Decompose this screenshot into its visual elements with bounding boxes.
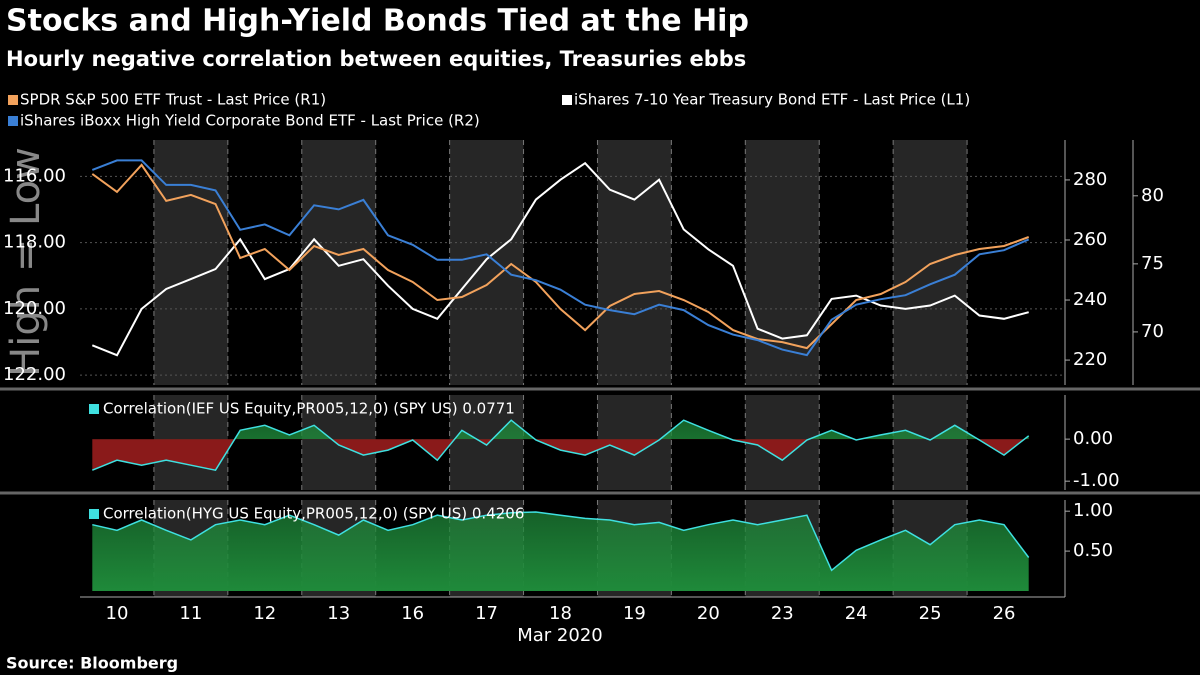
data-line: [91, 161, 1029, 357]
x-tick-label: 10: [106, 603, 129, 624]
panel-label: Correlation(IEF US Equity,PR005,12,0) (S…: [103, 400, 515, 418]
legend-label: iShares 7-10 Year Treasury Bond ETF - La…: [574, 91, 970, 109]
panel-label: Correlation(HYG US Equity,PR005,12,0) (S…: [103, 505, 524, 523]
y-tick-label: 240: [1073, 289, 1107, 310]
chart-title: Stocks and High-Yield Bonds Tied at the …: [6, 4, 749, 39]
legend-swatch: [8, 116, 18, 126]
x-tick-label: 11: [179, 603, 202, 624]
y-tick-label: 118.00: [3, 232, 66, 253]
y-tick-label: 220: [1073, 349, 1107, 370]
day-shade: [153, 140, 228, 385]
legend-swatch: [89, 404, 99, 414]
data-line: [92, 419, 1030, 472]
day-shade: [301, 140, 376, 385]
y-tick-label: 260: [1073, 229, 1107, 250]
y-tick-label: 280: [1073, 169, 1107, 190]
y-tick-label: 1.00: [1073, 500, 1113, 521]
legend-label: iShares iBoxx High Yield Corporate Bond …: [20, 112, 480, 130]
y-tick-label: -1.00: [1073, 470, 1120, 491]
day-shade: [893, 395, 968, 490]
data-line: [91, 159, 1030, 357]
x-tick-label: 16: [401, 603, 424, 624]
day-shade: [449, 140, 524, 385]
x-tick-label: 26: [993, 603, 1016, 624]
y-tick-label: 75: [1141, 253, 1164, 274]
x-tick-label: 18: [549, 603, 572, 624]
day-shade: [745, 140, 820, 385]
y-tick-label: 0.50: [1073, 540, 1113, 561]
y-tick-label: 122.00: [3, 364, 66, 385]
x-tick-label: 23: [771, 603, 794, 624]
source: Source: Bloomberg: [6, 654, 178, 673]
x-tick-label: 24: [845, 603, 868, 624]
y-axis-label: High = Low: [3, 147, 49, 377]
x-tick-label: 20: [697, 603, 720, 624]
y-tick-label: 70: [1141, 321, 1164, 342]
legend-swatch: [89, 509, 99, 519]
x-tick-label: 25: [919, 603, 942, 624]
data-line: [91, 163, 1030, 350]
chart-subtitle: Hourly negative correlation between equi…: [6, 47, 746, 71]
area-positive: [92, 512, 1029, 592]
y-tick-label: 80: [1141, 185, 1164, 206]
day-shade: [893, 140, 968, 385]
legend-swatch: [562, 95, 572, 105]
legend-label: SPDR S&P 500 ETF Trust - Last Price (R1): [20, 91, 326, 109]
y-tick-label: 0.00: [1073, 428, 1113, 449]
legend-swatch: [8, 95, 18, 105]
x-tick-label: 12: [253, 603, 276, 624]
data-line: [92, 511, 1030, 572]
area-negative: [92, 439, 1025, 471]
x-axis-label: Mar 2020: [517, 625, 603, 646]
y-tick-label: 120.00: [3, 298, 66, 319]
x-tick-label: 17: [475, 603, 498, 624]
y-tick-label: 116.00: [3, 165, 66, 186]
x-tick-label: 13: [327, 603, 350, 624]
x-tick-label: 19: [623, 603, 646, 624]
